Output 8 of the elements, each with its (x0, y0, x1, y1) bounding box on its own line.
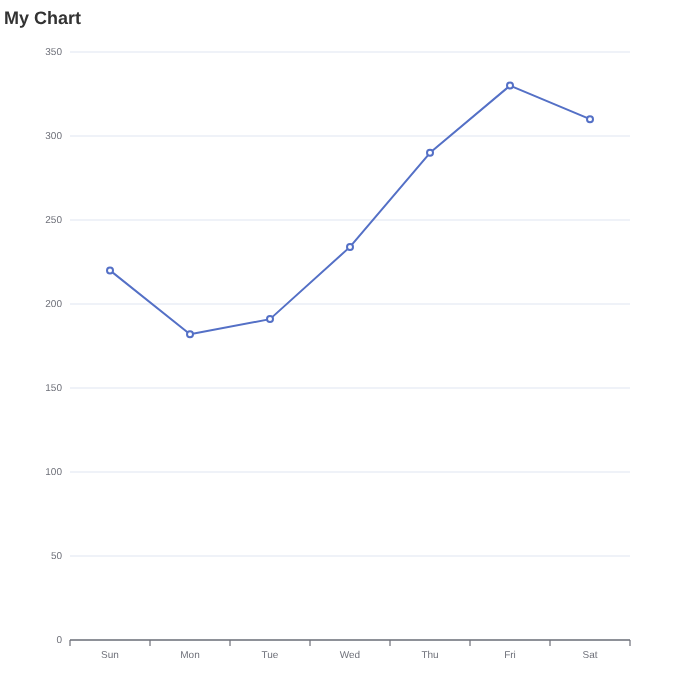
point (506, 81, 514, 90)
chart-title: My Chart (4, 8, 82, 28)
point (586, 115, 594, 124)
point (346, 242, 354, 251)
point (106, 266, 114, 275)
point (426, 148, 434, 157)
point (266, 315, 274, 324)
point (186, 330, 194, 339)
